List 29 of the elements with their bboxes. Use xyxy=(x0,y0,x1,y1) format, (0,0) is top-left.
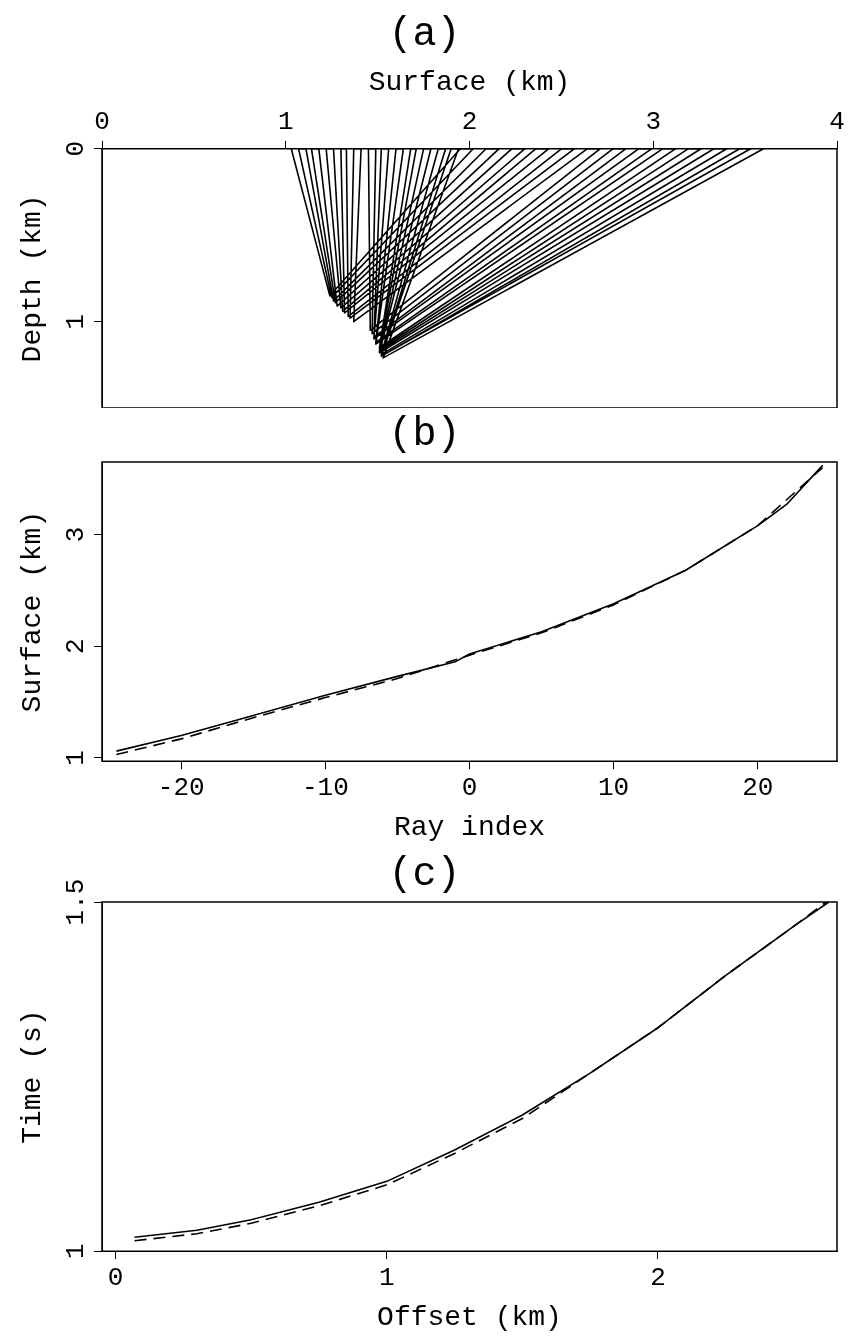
x2-tick-label: 2 xyxy=(461,107,478,138)
x-axis-title: Offset (km) xyxy=(377,1301,562,1333)
x-tick-label: 1 xyxy=(378,1262,395,1293)
y-tick-label: 1 xyxy=(60,750,91,766)
y-tick-label: 1 xyxy=(60,1243,91,1259)
y-tick-label: 0 xyxy=(60,141,91,157)
x-tick-label: 2 xyxy=(650,1262,666,1293)
x-tick-label: 0 xyxy=(461,772,478,803)
x-tick-label: 10 xyxy=(598,772,630,803)
x-tick-label: -20 xyxy=(157,772,205,803)
y-axis-title: Time (s) xyxy=(17,1009,49,1144)
y-tick-label: 3 xyxy=(60,526,91,543)
x-axis-title: Ray index xyxy=(393,811,546,843)
y-tick-label: 1.5 xyxy=(60,878,91,926)
y-axis-title: Surface (km) xyxy=(17,510,49,713)
y-tick-label: 1 xyxy=(60,313,91,330)
chart-title: (c) xyxy=(388,851,461,897)
chart-title: (b) xyxy=(388,411,461,457)
x2-tick-label: 3 xyxy=(645,107,662,138)
x-tick-label: -10 xyxy=(301,772,349,803)
x2-tick-label: 1 xyxy=(277,107,294,138)
x2-axis-title: Surface (km) xyxy=(368,67,571,99)
y-tick-label: 2 xyxy=(60,638,91,655)
x2-tick-label: 4 xyxy=(829,107,845,138)
x2-tick-label: 0 xyxy=(94,107,110,138)
x-tick-label: 20 xyxy=(742,772,774,803)
chart-title: (a) xyxy=(388,11,461,57)
y-axis-title: Depth (km) xyxy=(17,194,49,363)
x-tick-label: 0 xyxy=(107,1262,124,1293)
